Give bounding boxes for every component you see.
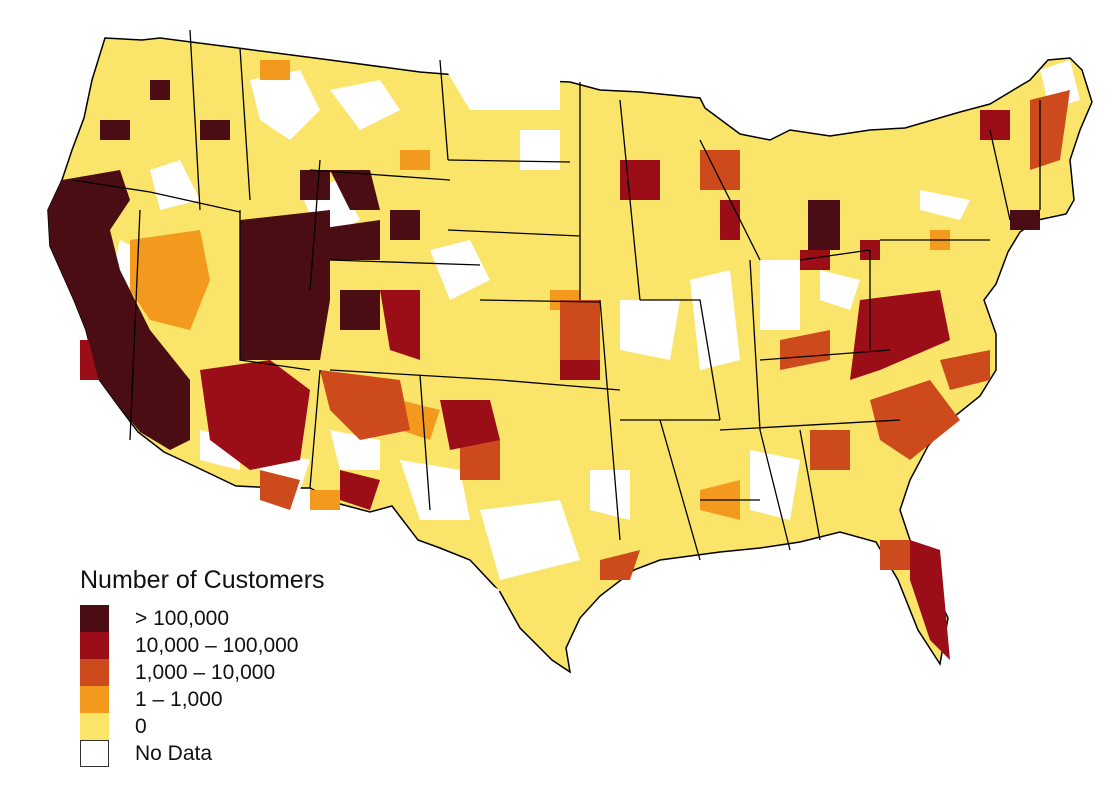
range-1000-10000-regions [260,90,1070,580]
legend-swatch [80,605,109,632]
state-borders [71,29,1041,561]
legend-label: 1,000 – 10,000 [135,660,276,684]
map-legend: Number of Customers > 100,000 10,000 – 1… [80,566,380,767]
range-10000-100000-regions [80,110,1010,660]
legend-label: No Data [135,741,213,765]
legend-swatch [80,686,109,713]
legend-label: 10,000 – 100,000 [135,633,299,657]
legend-item-over-100000: > 100,000 [80,605,380,632]
legend-swatch [80,713,109,740]
legend-item-1000-10000: 1,000 – 10,000 [80,659,380,686]
legend-label: 0 [135,714,147,738]
legend-title: Number of Customers [80,566,325,594]
legend-item-no-data: No Data [80,740,380,767]
legend-label: 1 – 1,000 [135,687,223,711]
legend-label: > 100,000 [135,606,230,630]
legend-item-0: 0 [80,713,380,740]
legend-item-1-1000: 1 – 1,000 [80,686,380,713]
legend-swatch [80,632,109,659]
legend-swatch [80,659,109,686]
legend-swatch [80,740,109,767]
legend-item-10000-100000: 10,000 – 100,000 [80,632,380,659]
range-over-100000-regions [48,80,1040,450]
